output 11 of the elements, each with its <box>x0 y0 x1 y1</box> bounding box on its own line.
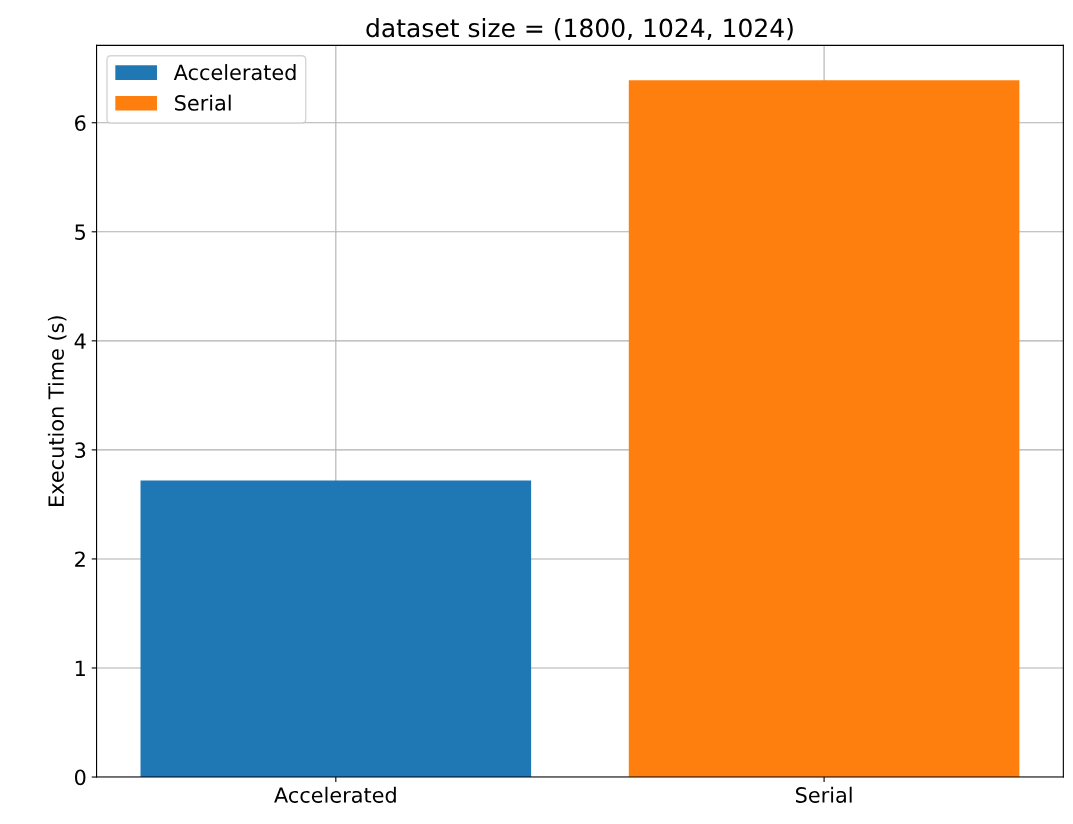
y-axis-title: Execution Time (s) <box>47 316 67 506</box>
y-tick-label: 5 <box>75 224 86 240</box>
y-tick-label: 0 <box>74 769 86 786</box>
y-tick-label: 6 <box>75 115 86 131</box>
y-tick-label: 4 <box>74 333 86 349</box>
legend-label: Serial <box>175 94 231 111</box>
y-tick-label: 2 <box>75 551 85 567</box>
chart-title: dataset size = (1800, 1024, 1024) <box>366 17 793 41</box>
y-tick-label: 3 <box>75 442 86 459</box>
legend-label: Accelerated <box>173 64 296 81</box>
y-tick-label: 1 <box>75 660 85 676</box>
